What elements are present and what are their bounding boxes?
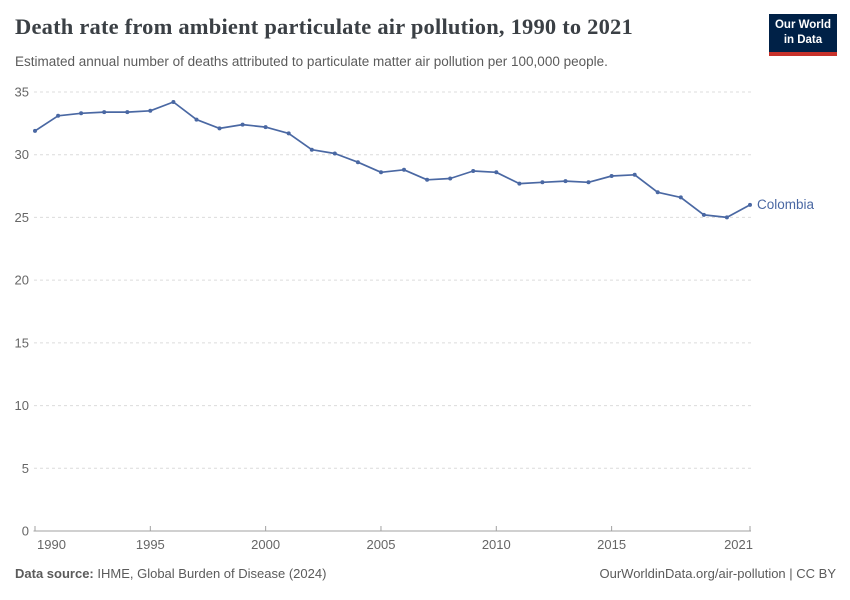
x-axis-label-2005: 2005: [367, 537, 396, 552]
y-axis-label-30: 30: [15, 147, 29, 162]
series-line[interactable]: [34, 101, 751, 219]
data-point-1991[interactable]: [56, 113, 61, 118]
x-axis-label-1995: 1995: [136, 537, 165, 552]
series-end-label[interactable]: Colombia: [757, 197, 815, 212]
x-axis-label-2015: 2015: [597, 537, 626, 552]
data-point-1995[interactable]: [148, 108, 153, 113]
data-point-2009[interactable]: [471, 169, 476, 173]
data-point-2015[interactable]: [609, 174, 614, 178]
data-point-2002[interactable]: [309, 147, 314, 152]
x-axis-label-2000: 2000: [251, 537, 280, 552]
owid-logo: Our World in Data: [768, 14, 837, 56]
chart-subtitle: Estimated annual number of deaths attrib…: [15, 54, 608, 69]
data-point-2003[interactable]: [332, 151, 337, 156]
data-point-2021[interactable]: [748, 202, 752, 207]
data-point-1996[interactable]: [171, 100, 176, 104]
data-point-1990[interactable]: [33, 128, 37, 133]
data-point-2018[interactable]: [678, 195, 683, 200]
data-point-1992[interactable]: [79, 111, 84, 116]
data-point-2012[interactable]: [540, 180, 545, 185]
data-point-2006[interactable]: [402, 167, 406, 172]
data-source-value: IHME, Global Burden of Disease (2024): [93, 566, 327, 581]
data-point-2013[interactable]: [563, 179, 568, 184]
data-point-2000[interactable]: [263, 125, 268, 130]
credit-text: OurWorldinData.org/air-pollution | CC BY: [599, 566, 836, 581]
data-point-2005[interactable]: [379, 170, 383, 175]
owid-logo-line2: in Data: [783, 33, 823, 46]
data-point-2016[interactable]: [632, 172, 637, 177]
data-point-2001[interactable]: [286, 131, 291, 136]
y-axis-label-0: 0: [22, 524, 29, 539]
series-colombia[interactable]: Colombia: [33, 100, 815, 220]
data-point-2008[interactable]: [448, 176, 453, 181]
data-point-2007[interactable]: [425, 177, 430, 182]
data-point-2020[interactable]: [724, 215, 729, 220]
data-source: Data source: IHME, Global Burden of Dise…: [15, 566, 326, 581]
page-title: Death rate from ambient particulate air …: [15, 14, 633, 39]
y-axis-label-10: 10: [15, 398, 29, 413]
data-point-2019[interactable]: [701, 212, 706, 217]
y-axis-label-15: 15: [15, 335, 29, 350]
y-axis-label-25: 25: [15, 210, 29, 225]
data-point-2014[interactable]: [586, 180, 591, 185]
y-axis-label-35: 35: [15, 85, 29, 100]
data-source-label: Data source:: [15, 566, 94, 581]
data-point-1993[interactable]: [102, 110, 107, 115]
x-axis-label-1990: 1990: [37, 537, 66, 552]
data-point-2010[interactable]: [494, 170, 499, 175]
x-axis-label-2010: 2010: [482, 537, 511, 552]
y-axis-label-5: 5: [22, 461, 29, 476]
data-point-2011[interactable]: [517, 181, 522, 186]
data-point-2004[interactable]: [355, 160, 360, 165]
data-point-1994[interactable]: [125, 110, 130, 115]
x-axis-label-2021: 2021: [724, 537, 753, 552]
data-point-2017[interactable]: [655, 190, 660, 195]
data-point-1997[interactable]: [194, 117, 199, 122]
data-point-1998[interactable]: [217, 126, 222, 131]
data-point-1999[interactable]: [240, 122, 245, 127]
y-axis-label-20: 20: [15, 273, 29, 288]
owid-logo-line1: Our World: [774, 19, 831, 31]
